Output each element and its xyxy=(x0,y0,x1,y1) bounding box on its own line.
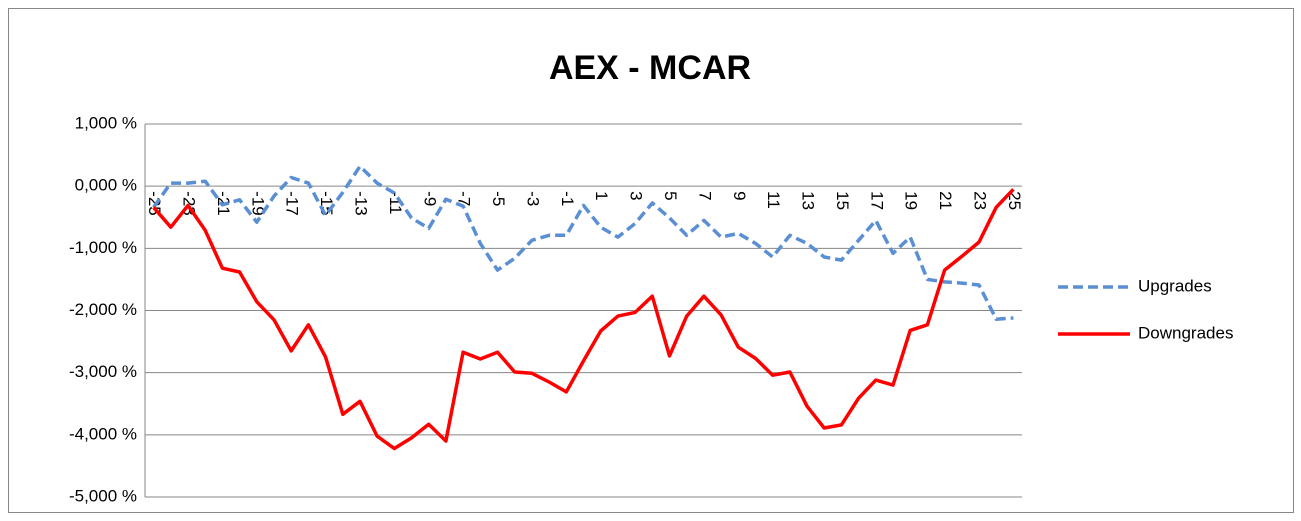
x-tick-label: -17 xyxy=(283,191,302,216)
x-tick-label: 19 xyxy=(902,191,921,210)
x-tick-label: -11 xyxy=(386,191,405,214)
legend-label: Upgrades xyxy=(1138,276,1212,295)
x-tick-label: 3 xyxy=(627,191,646,200)
x-tick-label: 21 xyxy=(936,191,955,210)
x-tick-label: 9 xyxy=(730,191,749,200)
x-tick-label: 23 xyxy=(971,191,990,210)
x-tick-label: 5 xyxy=(661,191,680,200)
y-tick-label: -3,000 % xyxy=(69,362,137,381)
y-tick-label: -5,000 % xyxy=(69,486,137,505)
x-tick-label: 1 xyxy=(592,191,611,200)
x-tick-label: 17 xyxy=(867,191,886,210)
series-line xyxy=(152,188,1015,451)
x-tick-label: -9 xyxy=(420,191,439,206)
y-tick-label: -1,000 % xyxy=(69,238,137,257)
legend-label: Downgrades xyxy=(1138,323,1233,342)
y-tick-label: -2,000 % xyxy=(69,300,137,319)
x-tick-label: 25 xyxy=(1005,191,1024,210)
chart-border xyxy=(8,8,1294,513)
x-tick-label: -19 xyxy=(248,191,267,216)
x-tick-label: -1 xyxy=(558,191,577,206)
x-tick-label: -5 xyxy=(489,191,508,206)
x-tick-label: -7 xyxy=(455,191,474,206)
x-tick-label: 11 xyxy=(764,191,783,209)
y-tick-label: 1,000 % xyxy=(75,113,137,132)
y-tick-label: -4,000 % xyxy=(69,424,137,443)
x-tick-label: 15 xyxy=(833,191,852,210)
x-tick-label: 7 xyxy=(695,191,714,200)
series-line xyxy=(152,164,1014,321)
chart-title: AEX - MCAR xyxy=(549,49,751,87)
x-tick-label: -3 xyxy=(523,191,542,206)
x-tick-label: -13 xyxy=(351,191,370,216)
y-tick-label: 0,000 % xyxy=(75,176,137,195)
x-tick-label: 13 xyxy=(799,191,818,210)
